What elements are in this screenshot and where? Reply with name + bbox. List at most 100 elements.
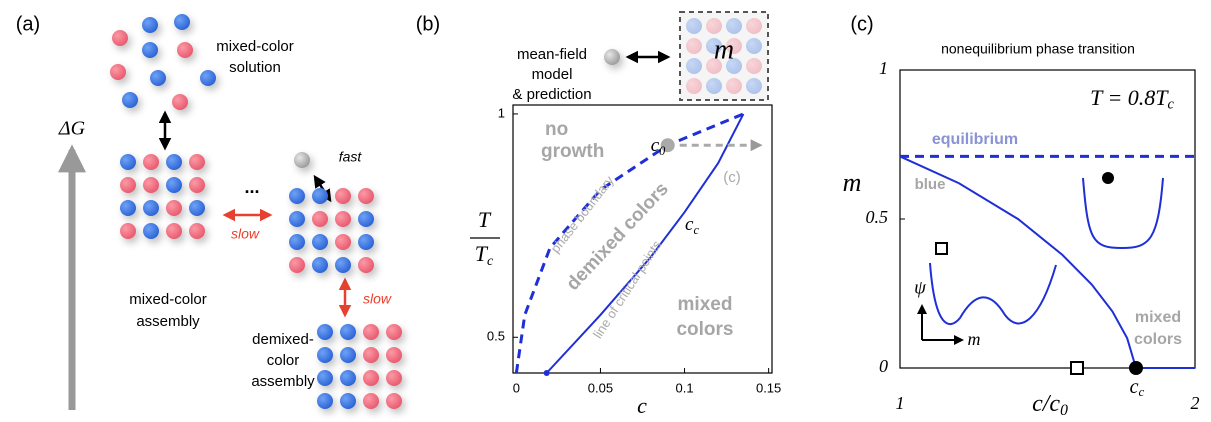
bead [340, 370, 356, 386]
bead [312, 257, 328, 273]
math-main: c [1130, 376, 1139, 398]
inset-marker [1102, 172, 1114, 184]
bead [189, 177, 205, 193]
inset-potential [930, 263, 1056, 324]
label: ... [244, 177, 259, 197]
y-tick-label: 0.5 [487, 329, 505, 344]
region-label: mixed [678, 294, 733, 315]
arrow-label: (c) [723, 169, 741, 186]
y-label-den: Tc [475, 241, 494, 269]
bead [386, 347, 402, 363]
bead [200, 70, 216, 86]
x-tick-label: 1 [896, 393, 905, 413]
bead [363, 324, 379, 340]
region-label: blue [915, 176, 946, 193]
label: fast [339, 149, 363, 165]
x-tick-label: 0 [513, 380, 520, 395]
bead [189, 200, 205, 216]
math-main: c/c [1032, 391, 1060, 417]
region-label: no [545, 119, 568, 140]
bead [312, 188, 328, 204]
math-sub: c [487, 254, 494, 269]
label: slow [363, 291, 392, 307]
label: color [267, 352, 300, 369]
bead [142, 42, 158, 58]
math-sub: c [693, 223, 699, 237]
bead [358, 234, 374, 250]
figure: (a) mixed-color solution ΔG... slow fast mixed… [0, 0, 1211, 422]
bead [340, 393, 356, 409]
faded-bead [686, 18, 702, 34]
bead [358, 257, 374, 273]
bead [363, 370, 379, 386]
bead [174, 14, 190, 30]
bead [312, 234, 328, 250]
y-axis-label: m [843, 168, 862, 197]
x-axis-label: c [637, 393, 647, 418]
faded-bead [686, 58, 702, 74]
delta-g: ΔG [58, 118, 86, 140]
bead [110, 64, 126, 80]
faded-bead [746, 18, 762, 34]
math-label: c0 [651, 135, 666, 157]
y-tick-label: 1 [498, 105, 505, 120]
bead [335, 188, 351, 204]
bead [150, 70, 166, 86]
label: slow [231, 226, 260, 242]
bead [143, 177, 159, 193]
point [544, 370, 550, 376]
bead [335, 257, 351, 273]
x-tick-label: 0.15 [756, 380, 781, 395]
x-tick-label: 2 [1191, 393, 1200, 413]
bead [166, 200, 182, 216]
bead [386, 370, 402, 386]
curve-label: equilibrium [932, 131, 1018, 148]
region-label: colors [676, 319, 733, 340]
math-sub: 0 [659, 144, 666, 158]
y-tick-label: 0.5 [866, 207, 889, 227]
math-sub: c [1168, 97, 1175, 113]
bead [177, 42, 193, 58]
bead [335, 211, 351, 227]
faded-bead [746, 58, 762, 74]
marker [1129, 361, 1143, 375]
bead [363, 347, 379, 363]
bead [166, 177, 182, 193]
inset-label: ψ [914, 277, 927, 298]
label: mixed-color [129, 291, 207, 308]
inset-label: m [968, 329, 981, 349]
chart-title: nonequilibrium phase transition [941, 41, 1135, 57]
faded-bead [706, 18, 722, 34]
faded-bead [746, 78, 762, 94]
label: demixed- [252, 331, 314, 348]
bead [317, 370, 333, 386]
bead [120, 200, 136, 216]
bead [386, 393, 402, 409]
bead [363, 393, 379, 409]
bead [289, 257, 305, 273]
label: (a) [16, 13, 40, 35]
region-label: colors [1134, 331, 1182, 348]
math-label: T = 0.8Tc [1090, 85, 1174, 113]
inset-potential [1083, 178, 1163, 248]
bead [335, 234, 351, 250]
y-tick-label: 1 [879, 58, 888, 78]
bead [172, 94, 188, 110]
inset-marker [936, 243, 947, 254]
bead [120, 154, 136, 170]
faded-bead [746, 38, 762, 54]
label: mean-field [517, 46, 587, 63]
math-label: c/c0 [1032, 391, 1068, 419]
bead [317, 347, 333, 363]
panel-label: (c) [850, 13, 873, 35]
label: mixed-color [216, 38, 294, 55]
label: assembly [251, 373, 315, 390]
bead [358, 188, 374, 204]
math-label: cc [685, 214, 699, 236]
bead [142, 17, 158, 33]
bead [112, 30, 128, 46]
bead [289, 211, 305, 227]
panel-label: (b) [416, 13, 440, 35]
bead [317, 324, 333, 340]
label: solution [229, 59, 281, 76]
